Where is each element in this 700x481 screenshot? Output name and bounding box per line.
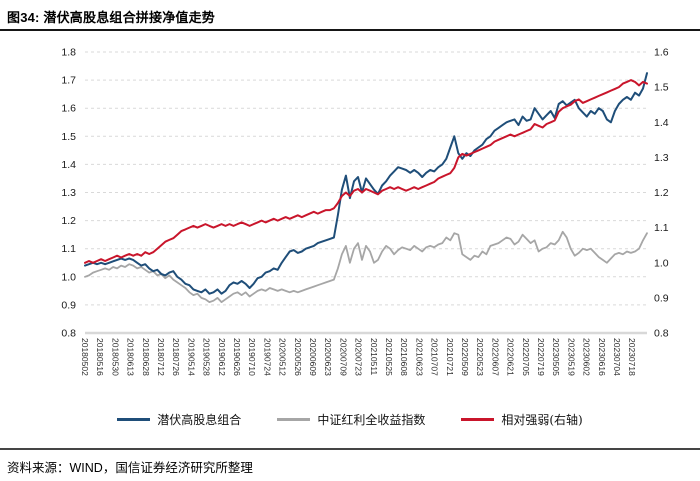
x-tick-label: 20220607 — [490, 338, 500, 376]
x-tick-label: 20190528 — [202, 338, 212, 376]
title-divider — [0, 29, 700, 31]
x-tick-label: 20190710 — [247, 338, 257, 376]
x-tick-label: 20200609 — [308, 338, 318, 376]
x-tick-label: 20180628 — [141, 338, 151, 376]
y-tick-label: 1.4 — [61, 159, 76, 171]
legend-item-relative-strength: 相对强弱(右轴) — [461, 411, 583, 428]
x-tick-label: 20230616 — [597, 338, 607, 376]
y-tick-label: 0.9 — [61, 299, 76, 311]
x-tick-label: 20180530 — [110, 338, 120, 376]
y-tick-label: 0.8 — [654, 328, 669, 340]
x-tick-label: 20180712 — [156, 338, 166, 376]
x-tick-label: 20220719 — [536, 338, 546, 376]
x-tick-label: 20200512 — [278, 338, 288, 376]
x-tick-label: 20210525 — [384, 338, 394, 376]
x-tick-label: 20230602 — [582, 338, 592, 376]
x-tick-label: 20210511 — [369, 338, 379, 375]
x-tick-label: 20180613 — [126, 338, 136, 376]
legend-item-index: 中证红利全收益指数 — [277, 411, 425, 428]
y-tick-label: 1.6 — [654, 47, 669, 59]
x-tick-label: 20220705 — [521, 338, 531, 376]
legend-item-portfolio: 潜伏高股息组合 — [117, 411, 241, 428]
y-axis-right-labels: 1.6 1.5 1.4 1.3 1.2 1.1 1.0 0.9 0.8 — [654, 47, 669, 340]
chart-canvas: 1.81.71.61.51.41.31.21.11.00.90.81.61.51… — [61, 47, 669, 377]
y-tick-label: 1.0 — [61, 271, 76, 283]
legend-line-blue-icon — [117, 418, 151, 421]
x-tick-label: 20230505 — [551, 338, 561, 376]
legend-label: 相对强弱(右轴) — [501, 413, 583, 427]
y-tick-label: 1.4 — [654, 117, 669, 129]
y-tick-label: 1.1 — [61, 243, 76, 255]
x-tick-label: 20210608 — [399, 338, 409, 376]
series-line-1 — [84, 230, 648, 304]
source-divider — [0, 448, 700, 450]
x-tick-label: 20210623 — [414, 338, 424, 376]
y-tick-label: 1.2 — [61, 215, 76, 227]
y-tick-label: 1.6 — [61, 103, 76, 115]
x-tick-label: 20190514 — [186, 338, 196, 376]
x-tick-label: 20230718 — [627, 338, 637, 376]
x-tick-label: 20180516 — [95, 338, 105, 376]
x-tick-label: 20210721 — [445, 338, 455, 376]
legend-label: 中证红利全收益指数 — [317, 413, 426, 427]
gridlines — [85, 51, 647, 335]
y-tick-label: 1.8 — [61, 47, 76, 59]
y-tick-label: 1.0 — [654, 257, 669, 269]
x-tick-label: 20200623 — [323, 338, 333, 376]
x-tick-label: 20200709 — [338, 338, 348, 376]
series-line-0 — [84, 72, 648, 295]
chart-legend: 潜伏高股息组合 中证红利全收益指数 相对强弱(右轴) — [0, 411, 700, 428]
x-tick-label: 20180726 — [171, 338, 181, 376]
x-tick-label: 20190626 — [232, 338, 242, 376]
x-tick-label: 20220509 — [460, 338, 470, 376]
y-tick-label: 1.5 — [654, 82, 669, 94]
figure-title: 图34: 潜伏高股息组合拼接净值走势 — [7, 10, 216, 25]
y-tick-label: 1.3 — [654, 152, 669, 164]
legend-line-red-icon — [461, 418, 495, 421]
source-note: 资料来源：WIND，国信证券经济研究所整理 — [7, 461, 253, 475]
x-tick-label: 20200723 — [354, 338, 364, 376]
y-tick-label: 1.3 — [61, 187, 76, 199]
x-axis-labels: 20180502 20180516 20180530 20180613 20180628… — [80, 338, 637, 376]
y-axis-left-labels: 1.8 1.7 1.6 1.5 1.4 1.3 1.2 1.1 1.0 0.9 0.8 — [61, 47, 76, 340]
y-tick-label: 1.5 — [61, 131, 76, 143]
x-tick-label: 20180502 — [80, 338, 90, 376]
y-tick-label: 0.9 — [654, 292, 669, 304]
legend-label: 潜伏高股息组合 — [157, 413, 242, 427]
y-tick-label: 1.2 — [654, 187, 669, 199]
y-tick-label: 0.8 — [61, 328, 76, 340]
legend-line-gray-icon — [277, 418, 311, 421]
y-tick-label: 1.7 — [61, 75, 76, 87]
series-line-2 — [84, 79, 648, 264]
x-tick-label: 20200526 — [293, 338, 303, 376]
x-tick-label: 20220621 — [506, 338, 516, 376]
x-tick-label: 20210707 — [430, 338, 440, 376]
x-tick-label: 20190612 — [217, 338, 227, 376]
x-tick-label: 20220523 — [475, 338, 485, 376]
y-tick-label: 1.1 — [654, 222, 669, 234]
x-tick-label: 20190724 — [262, 338, 272, 376]
x-tick-label: 20230519 — [566, 338, 576, 376]
x-tick-label: 20230704 — [612, 338, 622, 376]
